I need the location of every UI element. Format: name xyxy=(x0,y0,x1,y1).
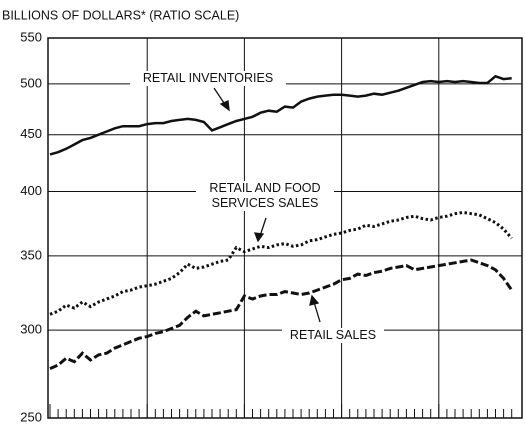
y-tick-label: 500 xyxy=(20,75,42,90)
arrow-head xyxy=(219,100,230,112)
arrow xyxy=(259,217,267,237)
annotation-arrows xyxy=(213,87,321,323)
series-line xyxy=(49,74,512,156)
y-axis-label: BILLIONS OF DOLLARS* (RATIO SCALE) xyxy=(2,8,239,22)
y-tick-label: 450 xyxy=(20,126,42,141)
y-tick-label: 550 xyxy=(20,29,42,44)
series-line xyxy=(49,210,513,316)
y-tick-label: 400 xyxy=(20,183,42,198)
series-annotation: RETAIL INVENTORIES xyxy=(130,71,286,86)
y-tick-label: 350 xyxy=(20,247,42,262)
series-line xyxy=(49,258,513,370)
arrow-head xyxy=(254,232,265,243)
arrow xyxy=(313,301,321,323)
series-annotation: RETAIL AND FOOD SERVICES SALES xyxy=(196,181,334,211)
y-tick-label: 250 xyxy=(20,409,42,424)
series-annotation: RETAIL SALES xyxy=(282,328,384,343)
y-tick-label: 300 xyxy=(20,322,42,337)
arrow-head xyxy=(309,294,320,306)
plot-frame xyxy=(47,37,523,419)
